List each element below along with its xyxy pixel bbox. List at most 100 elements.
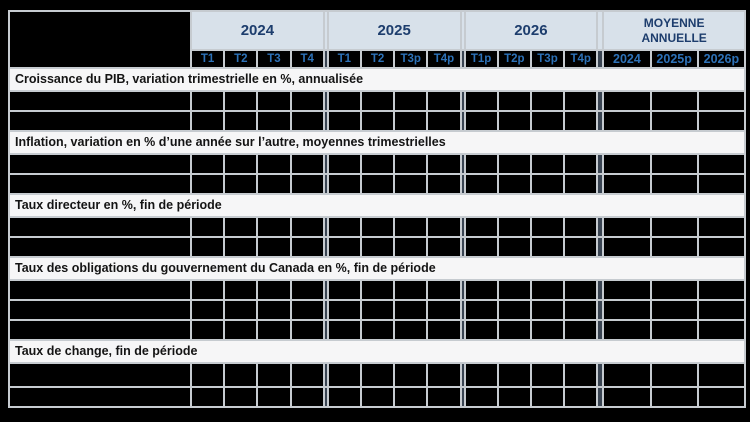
data-cell [565, 112, 597, 130]
col-header: T3p [395, 51, 427, 67]
group-divider [324, 281, 327, 299]
data-cell [428, 388, 460, 406]
data-cell [698, 301, 744, 319]
group-divider [324, 238, 327, 256]
data-cell [258, 364, 290, 386]
data-cell [328, 112, 360, 130]
data-cell [225, 238, 257, 256]
group-divider [461, 218, 464, 236]
data-cell [498, 301, 530, 319]
data-cell [465, 281, 497, 299]
moyenne-annuelle-label: MOYENNE ANNUELLE [641, 16, 707, 45]
group-divider [461, 155, 464, 173]
row-label-cell [10, 175, 190, 193]
data-cell [531, 301, 564, 319]
data-cell [395, 388, 427, 406]
data-cell [604, 301, 650, 319]
row-label-cell [10, 155, 190, 173]
data-cell [498, 155, 530, 173]
group-divider [324, 218, 327, 236]
col-header: T1 [192, 51, 224, 67]
col-header: T4 [291, 51, 323, 67]
data-cell [395, 321, 427, 339]
col-header: T4p [428, 51, 460, 67]
group-divider [324, 388, 327, 406]
data-cell [291, 92, 323, 110]
group-divider [598, 321, 603, 339]
section-title-row: Taux directeur en %, fin de période [10, 195, 744, 216]
data-cell [291, 218, 323, 236]
data-cell [698, 364, 744, 386]
data-cell [395, 218, 427, 236]
group-divider [461, 112, 464, 130]
data-cell [395, 175, 427, 193]
data-cell [498, 281, 530, 299]
data-cell [565, 238, 597, 256]
table-row [10, 321, 744, 339]
group-divider [461, 364, 464, 386]
data-cell [291, 238, 323, 256]
data-cell [498, 364, 530, 386]
data-cell [651, 175, 697, 193]
year-divider [598, 12, 603, 49]
data-cell [531, 92, 564, 110]
col-header: T2 [361, 51, 394, 67]
table-row [10, 112, 744, 130]
data-cell [192, 175, 224, 193]
data-cell [395, 364, 427, 386]
data-cell [698, 218, 744, 236]
data-cell [465, 112, 497, 130]
data-cell [225, 388, 257, 406]
data-cell [258, 388, 290, 406]
section-title: Taux des obligations du gouvernement du … [15, 261, 436, 275]
section-title-row: Croissance du PIB, variation trimestriel… [10, 69, 744, 90]
data-cell [531, 364, 564, 386]
data-cell [258, 238, 290, 256]
data-cell [498, 112, 530, 130]
data-cell [465, 238, 497, 256]
group-divider [461, 238, 464, 256]
data-cell [291, 281, 323, 299]
table-body: Croissance du PIB, variation trimestriel… [10, 69, 744, 406]
group-divider [324, 155, 327, 173]
data-cell [428, 155, 460, 173]
row-label-cell [10, 388, 190, 406]
data-cell [651, 155, 697, 173]
data-cell [651, 238, 697, 256]
group-divider [598, 388, 603, 406]
data-cell [192, 155, 224, 173]
group-divider [324, 321, 327, 339]
data-cell [328, 364, 360, 386]
row-label-cell [10, 92, 190, 110]
data-cell [604, 218, 650, 236]
data-cell [361, 218, 394, 236]
data-cell [225, 218, 257, 236]
row-label-cell [10, 321, 190, 339]
group-divider [324, 51, 327, 67]
data-cell [328, 92, 360, 110]
data-cell [192, 218, 224, 236]
section-title: Inflation, variation en % d’une année su… [15, 135, 446, 149]
group-divider [324, 175, 327, 193]
data-cell [291, 388, 323, 406]
col-header: T3p [531, 51, 564, 67]
data-cell [428, 92, 460, 110]
data-cell [361, 155, 394, 173]
data-cell [428, 218, 460, 236]
data-cell [465, 301, 497, 319]
data-cell [565, 364, 597, 386]
group-divider [598, 218, 603, 236]
data-cell [604, 364, 650, 386]
data-cell [428, 175, 460, 193]
year-header-2024: 2024 [192, 12, 323, 49]
data-cell [291, 321, 323, 339]
data-cell [498, 321, 530, 339]
data-cell [698, 92, 744, 110]
data-cell [604, 175, 650, 193]
section-title-row: Taux des obligations du gouvernement du … [10, 258, 744, 279]
group-divider [461, 388, 464, 406]
col-header-annual: 2024 [604, 51, 650, 67]
year-divider [461, 12, 464, 49]
year-header-2026: 2026 [465, 12, 597, 49]
col-header: T3 [258, 51, 290, 67]
